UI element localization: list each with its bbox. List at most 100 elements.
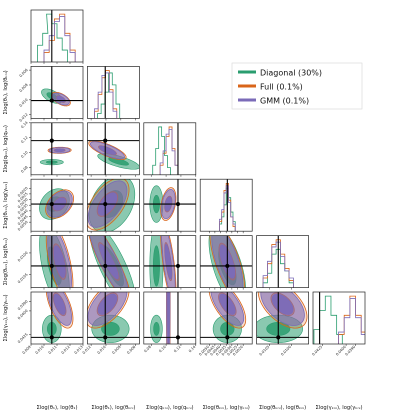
y-tick-label-2-3: 0.14 [20, 120, 29, 129]
x-tick-label-1-1: 0.010 [97, 344, 108, 355]
hist-diagonal-0 [37, 13, 68, 62]
legend-label-diagonal: Diagonal (30%) [260, 69, 322, 78]
truth-point-2-0 [49, 138, 54, 143]
panel-frame-5-2 [143, 291, 197, 345]
y-axis-label-3: Σlog(θₖₙᵢ), log(γₖₙᵢ) [3, 182, 9, 229]
panel-frame-2-1 [87, 122, 140, 176]
contour-gmm-5-0-1 [53, 293, 66, 315]
truth-point-3-1 [103, 201, 108, 207]
y-tick-label-2-0: 0.08 [20, 165, 29, 174]
x-tick-label-0-0: 0.009 [22, 344, 33, 355]
truth-point-5-1 [103, 335, 108, 340]
truth-point-3-2 [175, 201, 181, 207]
contour-gmm-2-0-1 [54, 148, 65, 152]
y-tick-label-5-2: 0.0390 [17, 299, 29, 311]
truth-point-5-2 [175, 335, 181, 340]
y-tick-label-4-1: 0.0100 [17, 250, 29, 262]
x-tick-label-1-3: 0.006 [126, 344, 137, 355]
x-tick-label-2-1: 0.10 [158, 344, 167, 353]
truth-point-4-2 [175, 263, 181, 269]
ellipse-group [47, 235, 72, 288]
y-tick-label-2-1: 0.10 [20, 150, 29, 159]
contour-gmm-4-0-1 [53, 245, 66, 278]
x-axis-label-2: Σlog(qₖₙᵢ), log(qₖₙᵢ) [146, 405, 193, 411]
truth-point-2-1 [103, 138, 108, 143]
contour-gmm-2-1-1 [98, 145, 117, 155]
panel-frame-4-1 [87, 235, 140, 288]
x-tick-label-2-0: 0.08 [143, 344, 152, 353]
truth-line-layer [31, 10, 321, 344]
x-tick-label-0-4: 0.013 [74, 345, 84, 355]
contour-gmm-4-1-1 [99, 244, 119, 280]
y-tick-label-2-2: 0.12 [20, 136, 28, 144]
legend: Diagonal (30%) Full (0.1%) GMM (0.1%) [231, 62, 363, 110]
ellipse-group [149, 235, 164, 288]
legend-label-full: Full (0.1%) [260, 83, 303, 92]
panel-frame-5-1 [87, 291, 140, 345]
x-tick-label-3-1: 0.0045 [204, 345, 216, 357]
truth-point-4-1 [103, 263, 108, 269]
x-tick-label-0-2: 0.011 [48, 345, 58, 355]
ellipse-group [48, 147, 71, 154]
ellipse-group [166, 292, 171, 344]
x-axis-label-3: Σlog(θₖₙᵢ), log(γₖₙᵢ) [203, 405, 250, 411]
truth-point-3-0 [49, 201, 54, 207]
y-tick-label-1-0: 0.012 [19, 113, 29, 123]
ellipse-group [150, 314, 163, 343]
y-tick-label-3-1: 0.0045 [17, 214, 29, 226]
y-axis-label-2: Σlog(qₖₙᵢ), log(qₖₙᵢ) [3, 125, 9, 172]
contour-gmm-5-4-1 [271, 293, 294, 315]
y-tick-label-3-5: 0.0025 [17, 192, 29, 204]
hist-diagonal-1 [97, 72, 121, 119]
y-tick-label-3-3: 0.0035 [17, 203, 29, 215]
panel-frame-4-4 [256, 235, 309, 288]
hist-full-5 [338, 295, 365, 344]
contour-gmm-5-1-1 [97, 293, 118, 315]
ellipse-layer [39, 88, 308, 344]
y-tick-label-1-3: 0.006 [19, 67, 30, 78]
contour-diagonal-5-1-1 [101, 321, 120, 336]
truth-point-5-3 [225, 335, 230, 340]
ellipse-group [89, 235, 129, 288]
contour-gmm-5-2-1 [167, 292, 170, 344]
panel-frame-3-1 [87, 178, 140, 232]
hist-diagonal-5 [313, 295, 343, 344]
x-axis-label-0: Σlog(θ₁), log(θ₁) [37, 405, 78, 411]
hist-gmm-5 [338, 298, 365, 344]
truth-point-4-3 [225, 263, 230, 269]
contour-diagonal-5-2-1 [153, 321, 160, 336]
panel-frame-5-4 [256, 291, 309, 345]
truth-point-5-0 [49, 335, 54, 340]
ellipse-group [47, 292, 72, 326]
legend-label-gmm: GMM (0.1%) [260, 97, 309, 106]
x-tick-label-3-3: 0.0035 [215, 345, 227, 357]
truth-point-4-0 [49, 263, 54, 269]
x-tick-label-4-0: 0.0105 [259, 345, 271, 357]
panel-frame-4-2 [143, 235, 197, 288]
ellipse-group [260, 292, 305, 326]
panel-frame-3-2 [143, 178, 197, 232]
x-tick-label-2-3: 0.14 [188, 344, 197, 353]
panel-frame-5-5 [312, 291, 366, 345]
x-tick-label-5-0: 0.0425 [311, 345, 323, 357]
ellipse-group [89, 141, 125, 160]
x-axis-label-1: Σlog(θ₁), log(θₖₙᵢ) [91, 405, 135, 411]
y-axis-label-4: Σlog(θₖₙᵢ), log(θₖₙᵢ) [3, 238, 9, 285]
panel-frame-2-2 [143, 122, 197, 176]
y-tick-label-1-2: 0.008 [19, 82, 30, 93]
x-tick-label-0-3: 0.012 [61, 345, 71, 355]
x-tick-label-3-5: 0.0025 [226, 345, 238, 357]
y-tick-label-1-1: 0.010 [19, 97, 30, 108]
y-axis-label-5: Σlog(γₖₙᵢ), log(γₖₙᵢ) [3, 294, 9, 341]
x-tick-label-1-0: 0.012 [82, 345, 92, 355]
y-tick-label-4-0: 0.0105 [17, 272, 29, 284]
x-tick-label-5-2: 0.0390 [345, 344, 357, 356]
x-tick-label-4-1: 0.0100 [280, 344, 292, 356]
panel-frame-1-1 [87, 66, 140, 119]
x-axis-label-4: Σlog(θₖₙᵢ), log(θₖₙᵢ) [259, 405, 306, 411]
truth-point-5-4 [276, 335, 281, 340]
x-tick-label-0-1: 0.010 [35, 344, 46, 355]
truth-point-1-0 [49, 98, 54, 103]
ellipse-group [52, 92, 70, 106]
